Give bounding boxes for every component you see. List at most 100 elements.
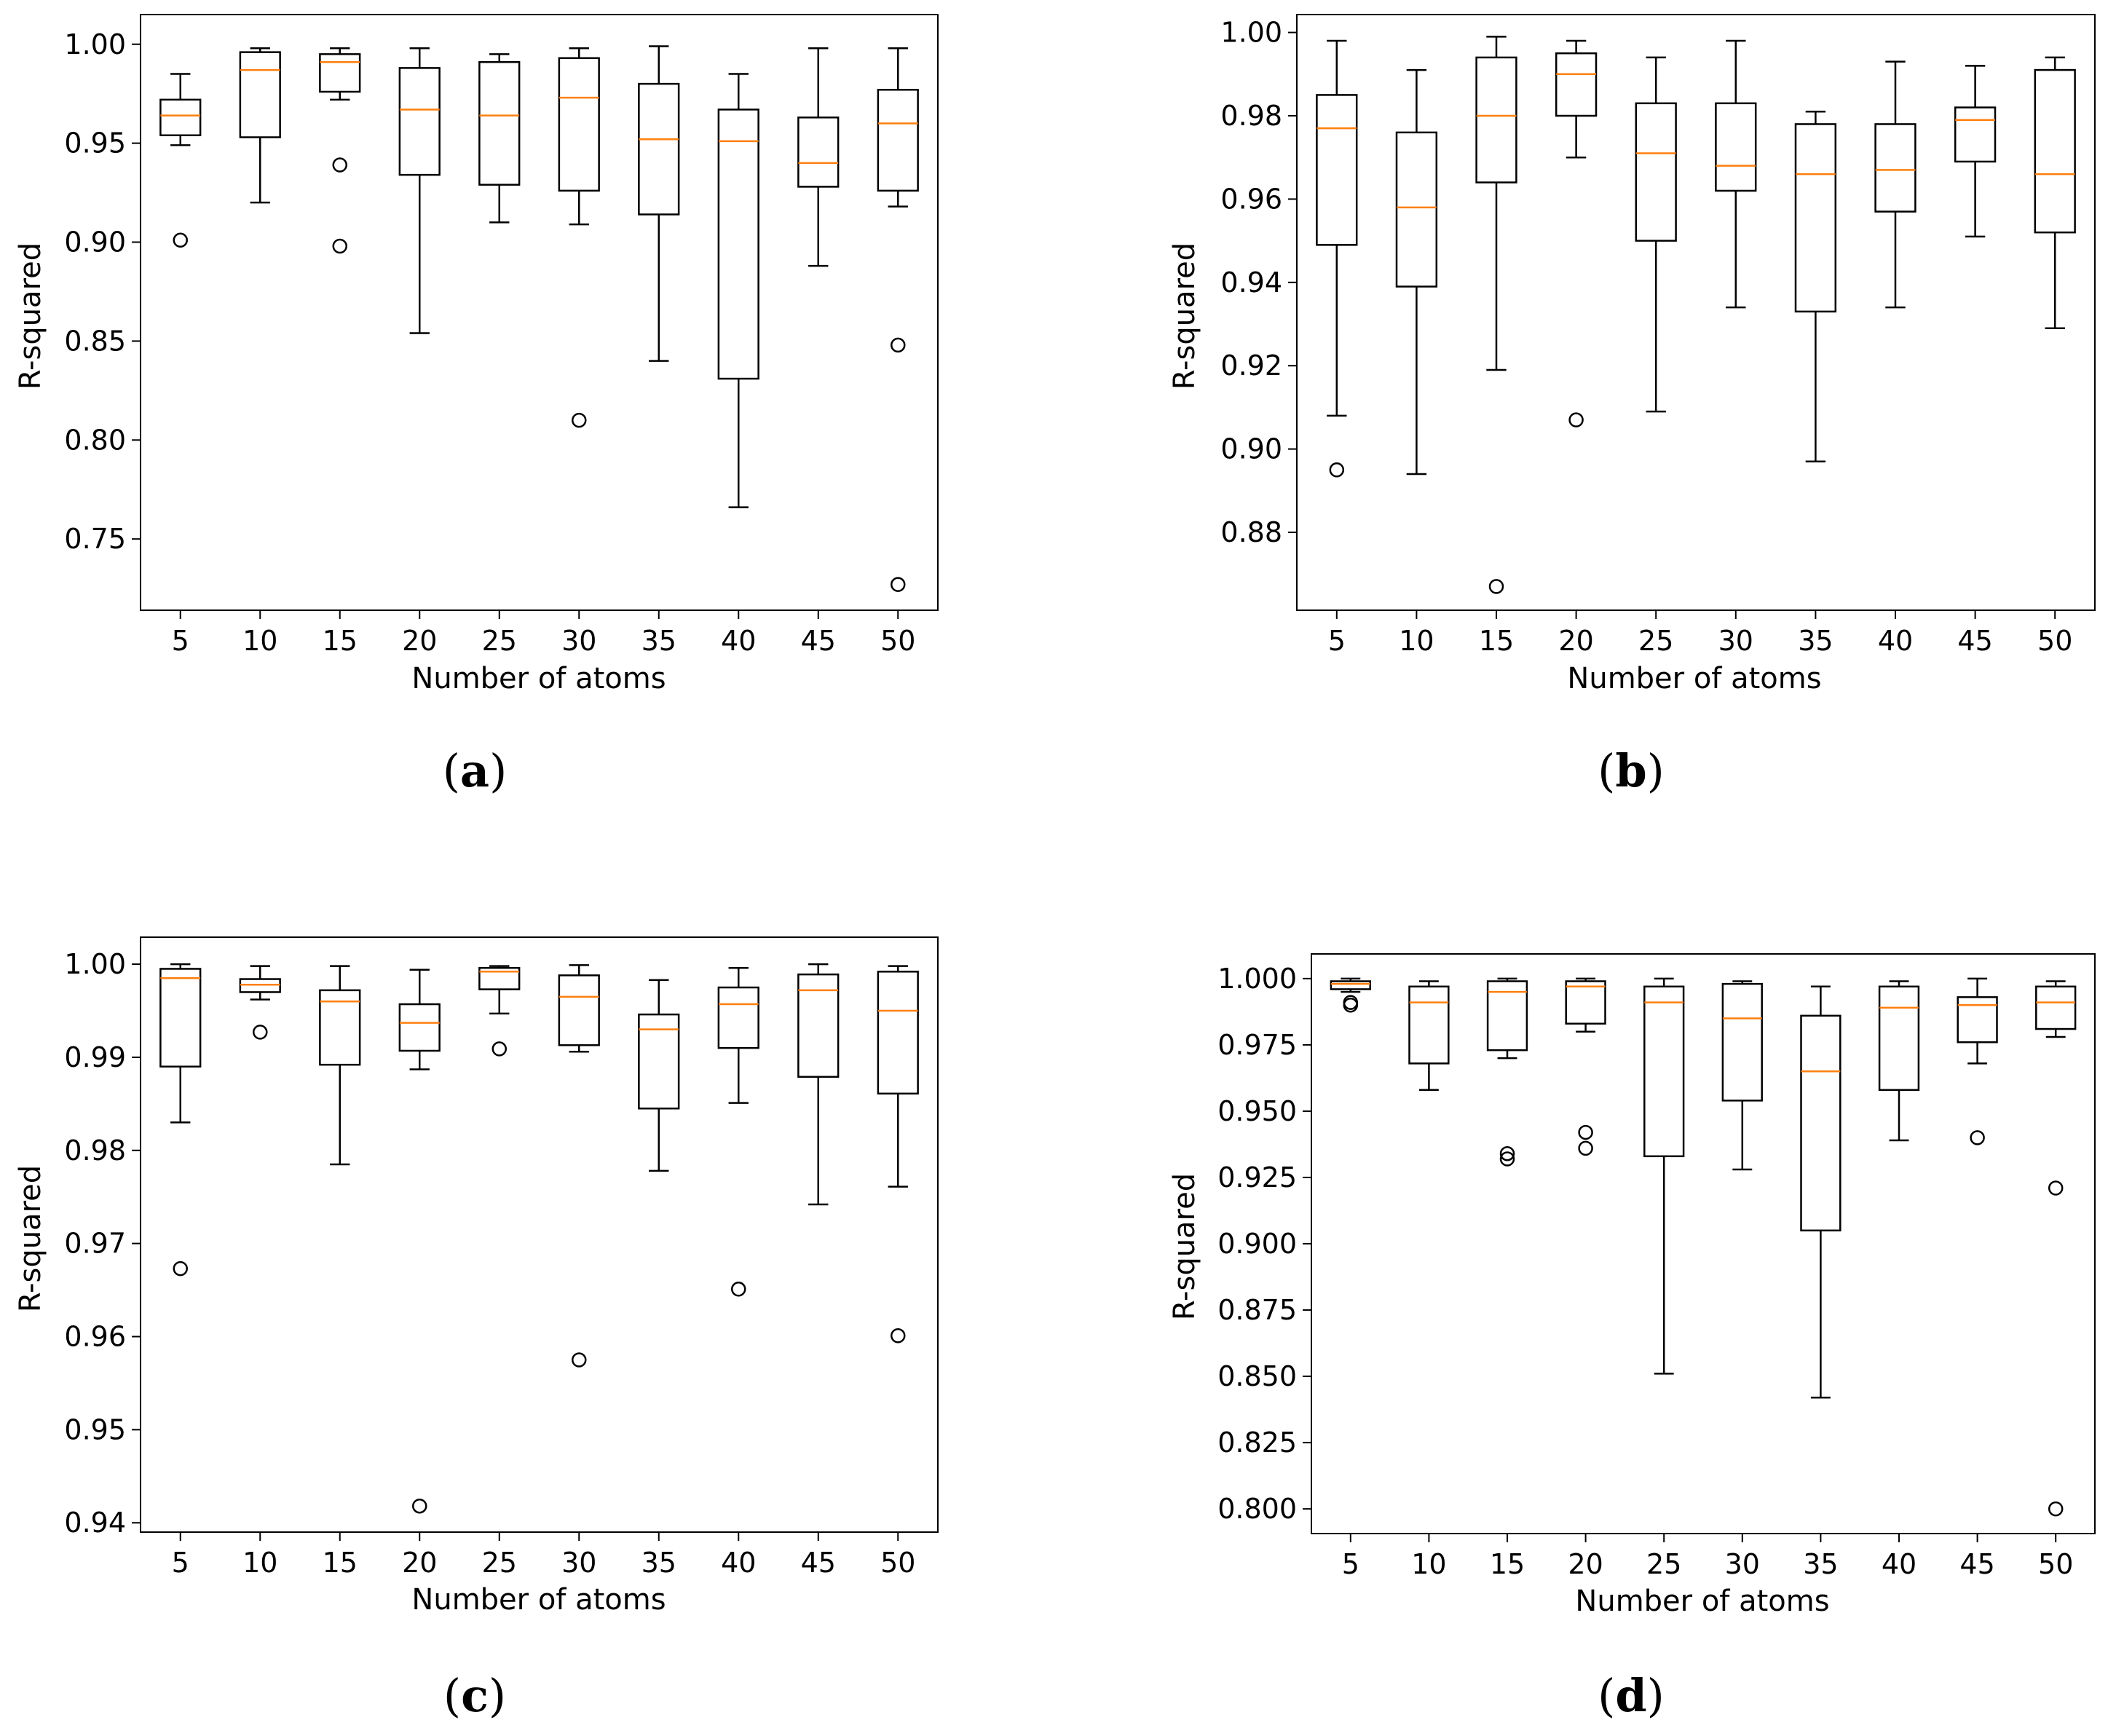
box <box>239 51 281 138</box>
y-tick-label: 0.75 <box>64 523 126 555</box>
x-tick-label: 20 <box>1558 625 1593 657</box>
x-tick-label: 50 <box>880 1547 915 1579</box>
x-tick-label: 10 <box>242 625 277 657</box>
y-tick-label: 0.92 <box>1220 350 1282 382</box>
outlier-point <box>572 1352 587 1368</box>
plot-frame <box>140 936 939 1533</box>
box-plot-50 <box>877 965 919 1344</box>
box <box>717 108 759 380</box>
box <box>1555 52 1598 117</box>
x-tick-label: 30 <box>561 1547 596 1579</box>
box-plot-10 <box>239 47 281 204</box>
y-tick-label: 0.98 <box>64 1135 126 1167</box>
box-plot-15 <box>1475 36 1517 594</box>
box <box>1800 1014 1841 1232</box>
x-tick-label: 20 <box>402 625 437 657</box>
x-axis-label: Number of atoms <box>1567 662 1821 695</box>
x-tick-label: 40 <box>721 625 756 657</box>
box <box>1408 985 1450 1065</box>
box-plot-15 <box>1486 977 1528 1167</box>
box-plot-50 <box>2035 980 2077 1517</box>
outlier-point <box>332 157 347 173</box>
x-tick-label: 35 <box>1798 625 1833 657</box>
y-axis-label: R-squared <box>14 1165 47 1312</box>
y-axis-label: R-squared <box>1168 1173 1201 1320</box>
box-plot-30 <box>1715 39 1757 309</box>
x-axis-label: Number of atoms <box>1575 1585 1829 1618</box>
box-plot-10 <box>1395 68 1438 476</box>
box-plot-40 <box>717 73 759 508</box>
x-tick-label: 5 <box>1328 625 1346 657</box>
box-plot-5 <box>159 963 202 1277</box>
x-tick-label: 40 <box>721 1547 756 1579</box>
box <box>1395 131 1438 288</box>
x-tick-label: 15 <box>323 1547 358 1579</box>
x-tick-label: 40 <box>1878 625 1913 657</box>
caption-a: (a) <box>443 744 508 797</box>
panel-c: Number of atoms R-squared (c) 0.94 0.95 0.… <box>14 936 939 1722</box>
outlier-point <box>731 1282 746 1297</box>
x-tick-label: 5 <box>1342 1548 1359 1580</box>
box <box>159 968 202 1068</box>
outlier-point <box>1343 998 1359 1013</box>
y-tick-label: 1.00 <box>64 948 126 980</box>
box <box>319 989 361 1066</box>
outlier-point <box>2048 1180 2064 1196</box>
x-tick-label: 30 <box>1718 625 1753 657</box>
outlier-point <box>1578 1124 1593 1140</box>
box <box>638 1013 680 1110</box>
y-tick-label: 0.925 <box>1217 1161 1297 1194</box>
box-plot-10 <box>239 965 281 1040</box>
box-plot-35 <box>638 979 680 1172</box>
y-tick-label: 0.95 <box>64 127 126 159</box>
x-tick-label: 10 <box>242 1547 277 1579</box>
box-plot-45 <box>1954 65 1997 238</box>
y-tick-label: 0.98 <box>1220 100 1282 132</box>
x-tick-label: 15 <box>323 625 358 657</box>
x-tick-label: 15 <box>1490 1548 1525 1580</box>
x-tick-label: 50 <box>2038 1548 2073 1580</box>
box <box>1794 123 1837 313</box>
y-axis-label: R-squared <box>14 242 47 390</box>
outlier-point <box>1499 1145 1515 1161</box>
x-tick-label: 35 <box>642 625 676 657</box>
outlier-point <box>412 1498 427 1514</box>
box <box>638 82 680 216</box>
box <box>558 974 600 1046</box>
outlier-point <box>1578 1140 1593 1156</box>
box <box>398 67 441 176</box>
box-plot-25 <box>478 53 521 224</box>
box-plot-35 <box>1794 111 1837 463</box>
box <box>797 117 840 188</box>
box-plot-45 <box>1957 977 1998 1145</box>
box-plot-15 <box>319 965 361 1166</box>
y-tick-label: 0.88 <box>1220 516 1282 548</box>
box <box>1643 985 1685 1158</box>
y-tick-label: 1.000 <box>1217 963 1297 995</box>
panel-b: Number of atoms R-squared (b) 0.88 0.90 0.… <box>1168 14 2096 797</box>
box-plot-20 <box>398 968 441 1514</box>
y-tick-label: 0.80 <box>64 424 126 456</box>
x-tick-label: 30 <box>1725 1548 1760 1580</box>
x-tick-label: 45 <box>801 625 836 657</box>
outlier-point <box>2048 1501 2064 1517</box>
box-plot-5 <box>1316 39 1358 478</box>
y-tick-label: 0.900 <box>1217 1228 1297 1260</box>
y-tick-label: 1.00 <box>64 28 126 60</box>
y-axis-label: R-squared <box>1168 242 1201 390</box>
box <box>1330 980 1371 990</box>
x-tick-label: 50 <box>2037 625 2072 657</box>
box-plot-5 <box>159 73 202 248</box>
plot-frame <box>140 14 939 611</box>
box <box>1957 996 1998 1043</box>
y-tick-label: 0.97 <box>64 1228 126 1260</box>
box-plot-30 <box>558 964 600 1368</box>
x-tick-label: 10 <box>1399 625 1434 657</box>
outlier-point <box>173 232 188 248</box>
box-plot-15 <box>319 47 361 254</box>
box <box>1721 982 1763 1102</box>
x-tick-label: 25 <box>482 1547 517 1579</box>
outlier-point <box>891 1327 906 1344</box>
box <box>239 978 281 993</box>
y-tick-label: 0.950 <box>1217 1095 1297 1127</box>
